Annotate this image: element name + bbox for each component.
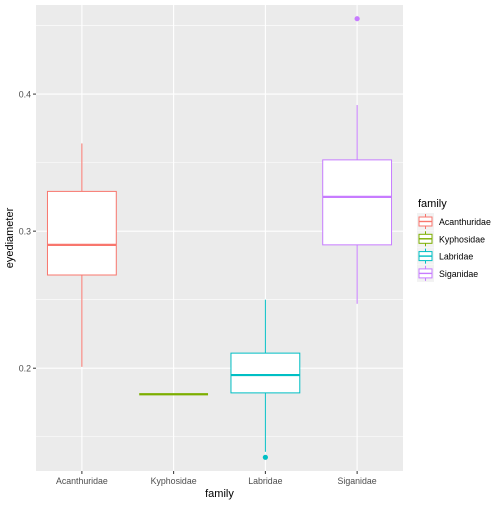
legend-label: Acanthuridae (439, 217, 491, 227)
legend-item: Kyphosidae (417, 230, 485, 248)
legend-item: Acanthuridae (417, 213, 491, 230)
x-tick-label: Kyphosidae (151, 476, 197, 486)
legend: family Acanthuridae Kyphosidae Labridae Sig… (417, 198, 491, 282)
legend-label: Kyphosidae (439, 234, 485, 244)
x-axis-title: family (205, 488, 234, 500)
legend-title: family (418, 198, 447, 210)
legend-label: Labridae (439, 252, 473, 262)
x-tick-label: Siganidae (338, 476, 377, 486)
box-acanthuridae (46, 143, 117, 367)
box-body (46, 190, 117, 276)
outlier-point (354, 16, 360, 22)
box-body (230, 352, 301, 394)
outlier-point (262, 454, 268, 460)
box-labridae (230, 299, 301, 460)
y-axis-title: eyediameter (4, 207, 16, 268)
legend-label: Siganidae (439, 269, 478, 279)
y-tick-label: 0.3 (19, 226, 31, 236)
legend-item: Labridae (417, 247, 473, 265)
boxes (46, 16, 393, 460)
y-tick-label: 0.4 (19, 89, 31, 99)
legend-item: Siganidae (417, 264, 478, 282)
x-tick-label: Labridae (248, 476, 282, 486)
x-tick-label: Acanthuridae (56, 476, 108, 486)
box-body (322, 159, 393, 246)
box-siganidae (322, 16, 393, 304)
axes: 0.2 0.3 0.4 Acanthuridae Kyphosidae Labridae S… (19, 89, 377, 486)
y-tick-label: 0.2 (19, 363, 31, 373)
